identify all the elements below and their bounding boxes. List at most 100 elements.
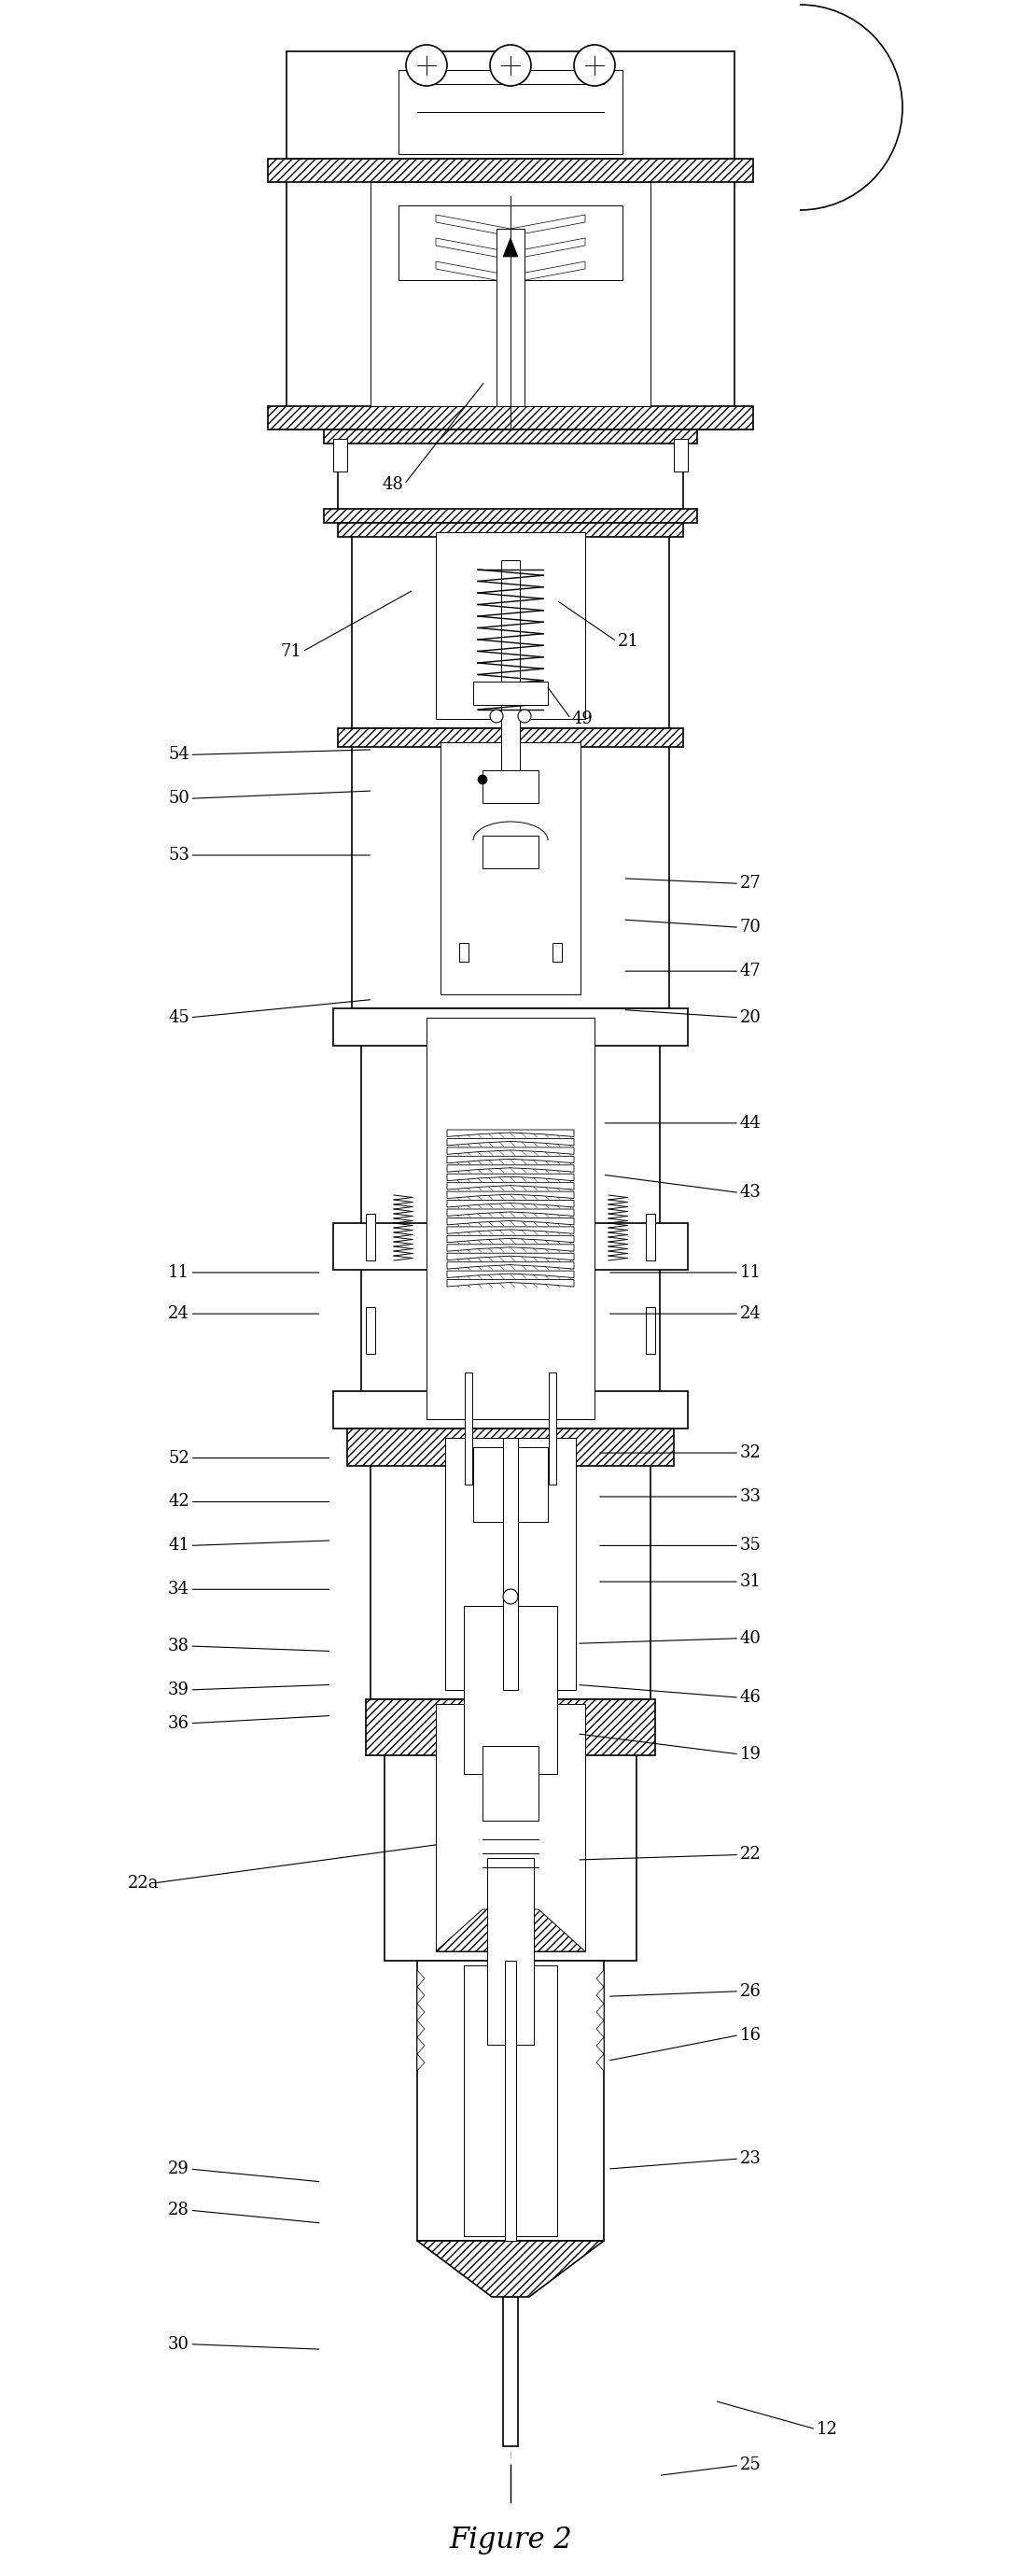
Polygon shape	[436, 1909, 585, 1953]
Text: 20: 20	[740, 1010, 761, 1025]
Text: 42: 42	[168, 1494, 189, 1510]
Bar	[352, 523, 669, 729]
Bar	[287, 52, 734, 160]
Polygon shape	[447, 1280, 574, 1285]
Bar	[333, 438, 347, 471]
Bar	[483, 1747, 538, 1821]
Text: 12: 12	[817, 2421, 837, 2437]
Polygon shape	[418, 2020, 425, 2038]
Bar	[333, 1007, 688, 1046]
Bar	[623, 183, 650, 407]
Bar	[333, 1391, 361, 1430]
Bar	[366, 1306, 375, 1355]
Bar	[338, 729, 683, 747]
Text: Figure 2: Figure 2	[449, 2524, 572, 2553]
Polygon shape	[418, 2004, 425, 2020]
Polygon shape	[447, 1252, 574, 1260]
Polygon shape	[436, 260, 585, 283]
Bar	[483, 835, 538, 868]
Text: 34: 34	[168, 1582, 189, 1597]
Bar	[459, 943, 469, 961]
Bar	[674, 438, 688, 471]
Bar	[287, 160, 322, 430]
Text: 23: 23	[740, 2151, 761, 2166]
Text: 24: 24	[740, 1306, 761, 1321]
Bar	[333, 1391, 688, 1430]
Bar	[361, 1007, 660, 1430]
Bar	[445, 1437, 576, 1690]
Bar	[603, 1700, 636, 1960]
Text: 70: 70	[740, 920, 761, 935]
Polygon shape	[447, 1157, 574, 1164]
Bar	[650, 430, 683, 523]
Polygon shape	[447, 1226, 574, 1234]
Bar	[564, 742, 581, 994]
Text: 53: 53	[168, 848, 189, 863]
Text: 36: 36	[167, 1716, 190, 1731]
Bar	[427, 1018, 594, 1419]
Text: 40: 40	[740, 1631, 761, 1646]
Text: 33: 33	[739, 1489, 762, 1504]
Bar	[440, 742, 457, 994]
Text: 11: 11	[167, 1265, 190, 1280]
Bar	[398, 206, 623, 281]
Polygon shape	[596, 1971, 603, 1986]
Text: 49: 49	[572, 711, 592, 726]
Bar	[338, 430, 683, 523]
Text: 27: 27	[740, 876, 761, 891]
Text: 29: 29	[168, 2161, 189, 2177]
Text: 52: 52	[168, 1450, 189, 1466]
Text: 16: 16	[739, 2027, 762, 2043]
Polygon shape	[447, 1193, 574, 1198]
Polygon shape	[447, 1146, 574, 1154]
Circle shape	[503, 1589, 518, 1605]
Polygon shape	[447, 1175, 574, 1180]
Bar	[398, 70, 623, 155]
Polygon shape	[596, 2020, 603, 2038]
Circle shape	[406, 44, 447, 85]
Polygon shape	[418, 1971, 425, 1986]
Bar	[324, 510, 697, 523]
Text: 41: 41	[168, 1538, 189, 1553]
Bar	[567, 533, 585, 719]
Text: 24: 24	[168, 1306, 189, 1321]
Bar	[385, 1700, 636, 1960]
Circle shape	[574, 44, 615, 85]
Text: 47: 47	[740, 963, 761, 979]
Bar	[660, 1391, 688, 1430]
Bar	[333, 1007, 361, 1046]
Bar	[427, 1018, 447, 1419]
Text: 25: 25	[740, 2458, 761, 2473]
Bar	[338, 523, 683, 536]
Bar	[503, 1437, 518, 1690]
Text: 26: 26	[740, 1984, 761, 1999]
Bar	[268, 160, 753, 183]
Polygon shape	[447, 1131, 574, 1136]
Polygon shape	[398, 327, 454, 407]
Bar	[352, 523, 385, 729]
Bar	[366, 1213, 375, 1260]
Text: 71: 71	[281, 644, 301, 659]
Text: 48: 48	[383, 477, 403, 492]
Bar	[660, 1007, 688, 1046]
Bar	[440, 742, 581, 994]
Text: 43: 43	[740, 1185, 761, 1200]
Text: 32: 32	[740, 1445, 761, 1461]
Polygon shape	[418, 2053, 425, 2071]
Polygon shape	[447, 1182, 574, 1190]
Bar	[436, 1703, 585, 1953]
Bar	[398, 70, 623, 155]
Text: 44: 44	[740, 1115, 761, 1131]
Bar	[701, 52, 734, 160]
Text: 21: 21	[618, 634, 638, 649]
Bar	[496, 229, 525, 407]
Bar	[464, 1605, 557, 1775]
Bar	[371, 1430, 650, 1700]
Polygon shape	[596, 2038, 603, 2053]
Bar	[501, 708, 520, 765]
Polygon shape	[447, 1208, 574, 1216]
Bar	[436, 533, 585, 719]
Circle shape	[478, 775, 487, 783]
Bar	[473, 683, 548, 706]
Bar	[646, 1213, 655, 1260]
